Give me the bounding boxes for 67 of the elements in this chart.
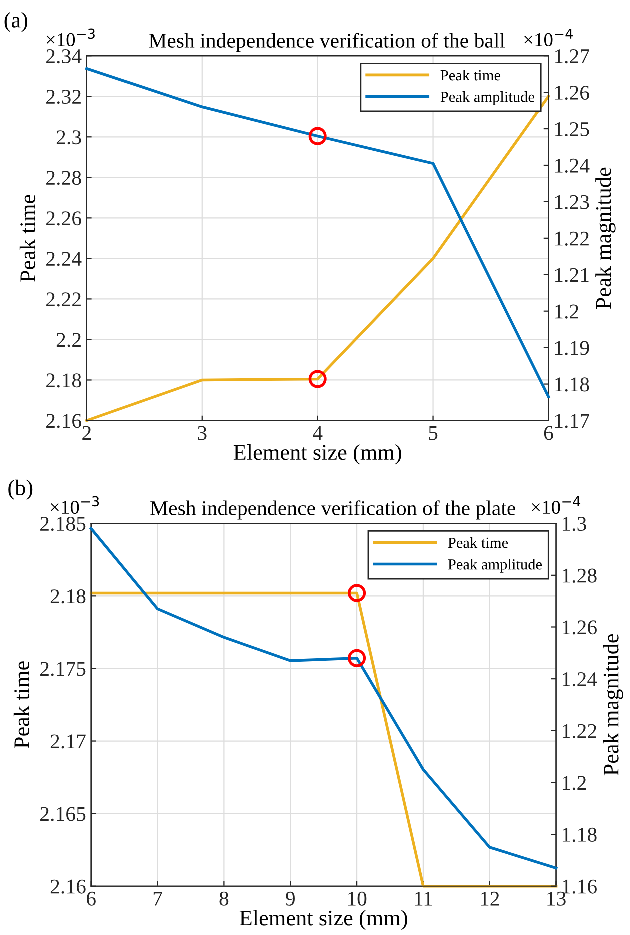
y-tick-label: 2.24: [46, 252, 82, 266]
text: ×10$^{−3}$: [46, 28, 95, 47]
y-tick-label: 2.22: [46, 292, 81, 307]
y-tick-label: 2.2: [56, 333, 81, 348]
x-tick-label: 4: [313, 426, 323, 440]
y2-tick-label: 1.26: [562, 620, 597, 635]
y2-tick-label: 1.16: [562, 880, 597, 894]
x-tick-label: 12: [481, 892, 500, 906]
y2-tick-label: 1.26: [555, 86, 590, 100]
x-tick-label: 6: [544, 426, 554, 440]
text: ×10$^{−4}$: [532, 496, 581, 514]
x-tick-label: 9: [286, 892, 295, 906]
y2-tick-label: 1.22: [562, 724, 596, 738]
y-tick-label: 2.18: [50, 590, 86, 604]
x-tick-label: 6: [87, 892, 96, 906]
x-axis-title: Element size (mm): [234, 444, 402, 465]
y2-tick-label: 1.27: [555, 50, 590, 64]
y-tick-label: 2.32: [46, 90, 81, 104]
y-tick-label: 2.28: [46, 171, 82, 186]
y-axis-title: Peak time: [20, 195, 36, 282]
y-tick-label: 2.185: [40, 516, 86, 532]
y-tick-label: 2.175: [40, 662, 86, 676]
y2-tick-label: 1.21: [555, 268, 589, 282]
x-tick-label: 10: [348, 892, 367, 906]
y2-tick-label: 1.17: [555, 414, 590, 428]
x-tick-label: 11: [415, 892, 432, 906]
y-tick-label: 2.34: [46, 50, 82, 64]
text: (a): [4, 12, 28, 32]
line-series: [90, 527, 558, 870]
chart-title: Mesh independence verification of the ball: [149, 33, 506, 52]
y-tick-label: 2.26: [46, 212, 82, 226]
legend-label: Peak time: [440, 70, 501, 81]
x-tick-label: 8: [220, 892, 229, 906]
y-tick-label: 2.16: [50, 880, 86, 894]
y-tick-label: 2.165: [40, 807, 86, 822]
y2-axis-title: Peak magnitude: [596, 168, 616, 310]
y2-tick-label: 1.22: [555, 232, 589, 246]
y-tick-label: 2.16: [46, 414, 82, 428]
y2-tick-label: 1.18: [562, 828, 597, 842]
y2-tick-label: 1.25: [555, 122, 590, 137]
x-tick-label: 5: [429, 426, 438, 440]
y-tick-label: 2.17: [50, 734, 86, 749]
x-tick-label: 2: [82, 426, 91, 440]
y2-tick-label: 1.19: [555, 341, 590, 356]
x-axis-title: Element size (mm): [240, 910, 408, 930]
y-tick-label: 2.18: [46, 374, 82, 388]
y2-tick-label: 1.24: [562, 672, 598, 687]
chart-title: Mesh independence verification of the plate: [150, 500, 516, 520]
x-tick-label: 13: [548, 892, 566, 906]
y2-tick-label: 1.23: [555, 195, 590, 210]
y2-tick-label: 1.2: [555, 304, 578, 319]
y2-tick-label: 1.28: [562, 568, 597, 583]
legend-label: Peak time: [448, 537, 508, 548]
text: ×10$^{−3}$: [51, 496, 100, 514]
legend-label: Peak amplitude: [440, 92, 534, 106]
x-tick-label: 3: [198, 426, 207, 440]
y-tick-label: 2.3: [56, 130, 82, 145]
text: ×10$^{−4}$: [524, 28, 573, 47]
text: (b): [8, 480, 33, 500]
y2-tick-label: 1.18: [555, 378, 590, 392]
y2-tick-label: 1.2: [562, 776, 586, 790]
y2-tick-label: 1.3: [562, 517, 586, 532]
y2-axis-title: Peak magnitude: [603, 634, 624, 776]
x-tick-label: 7: [154, 892, 162, 906]
y2-tick-label: 1.24: [555, 158, 590, 174]
legend-label: Peak amplitude: [448, 559, 542, 573]
y-axis-title: Peak time: [14, 662, 30, 748]
